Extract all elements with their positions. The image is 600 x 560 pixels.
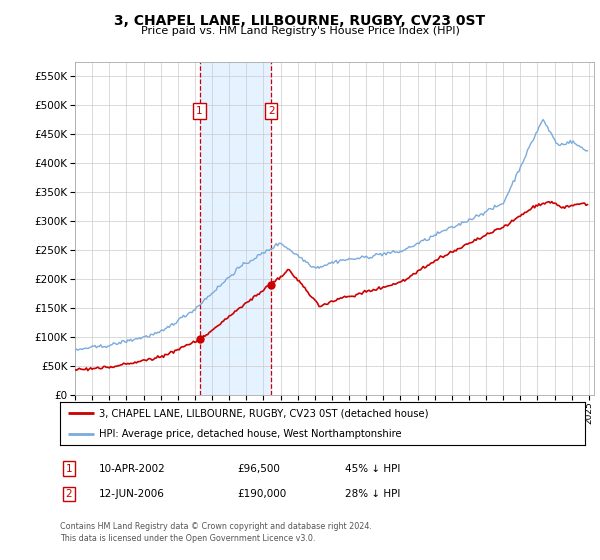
Text: HPI: Average price, detached house, West Northamptonshire: HPI: Average price, detached house, West… [100,429,402,439]
Text: 3, CHAPEL LANE, LILBOURNE, RUGBY, CV23 0ST: 3, CHAPEL LANE, LILBOURNE, RUGBY, CV23 0… [115,14,485,28]
Text: 10-APR-2002: 10-APR-2002 [99,464,166,474]
Bar [200,62,271,395]
Text: 1: 1 [65,464,73,474]
Text: Contains HM Land Registry data © Crown copyright and database right 2024.
This d: Contains HM Land Registry data © Crown c… [60,522,372,543]
Text: 3, CHAPEL LANE, LILBOURNE, RUGBY, CV23 0ST (detached house): 3, CHAPEL LANE, LILBOURNE, RUGBY, CV23 0… [100,408,429,418]
Text: 28% ↓ HPI: 28% ↓ HPI [345,489,400,499]
Text: 45% ↓ HPI: 45% ↓ HPI [345,464,400,474]
Text: 12-JUN-2006: 12-JUN-2006 [99,489,165,499]
Text: 1: 1 [196,106,203,116]
Text: 2: 2 [65,489,73,499]
Text: 2: 2 [268,106,274,116]
Text: £190,000: £190,000 [237,489,286,499]
Text: £96,500: £96,500 [237,464,280,474]
Text: Price paid vs. HM Land Registry's House Price Index (HPI): Price paid vs. HM Land Registry's House … [140,26,460,36]
